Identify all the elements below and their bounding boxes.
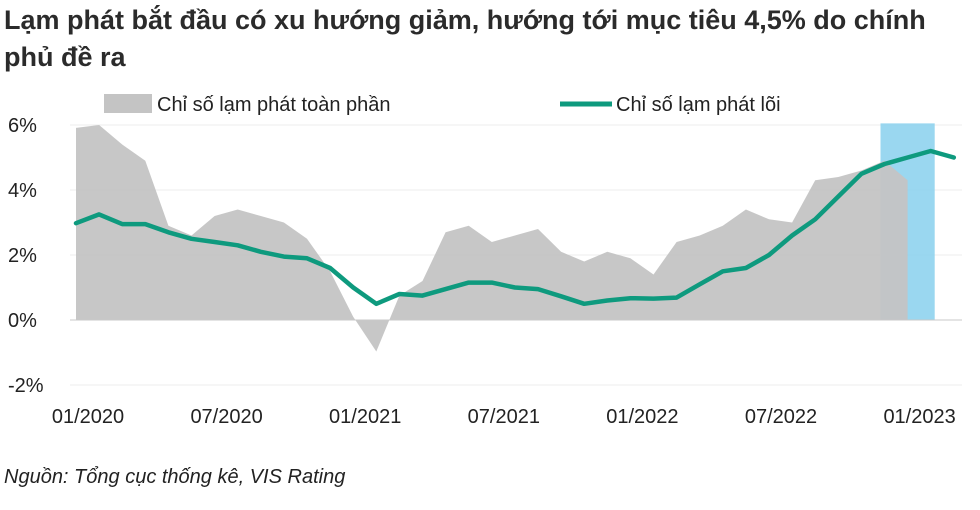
core-inflation-line	[73, 148, 957, 307]
x-tick-label: 01/2021	[329, 406, 401, 428]
y-tick-label: 0%	[8, 310, 37, 332]
y-tick-label: -2%	[8, 375, 44, 397]
x-tick-label: 07/2022	[745, 406, 817, 428]
x-tick-label: 07/2021	[468, 406, 540, 428]
x-tick-label: 01/2020	[52, 406, 124, 428]
legend-label-core: Chỉ số lạm phát lõi	[616, 94, 781, 116]
legend: Chỉ số lạm phát toàn phần Chỉ số lạm phá…	[104, 94, 781, 116]
legend-swatch-headline	[104, 94, 152, 113]
chart-title: Lạm phát bắt đầu có xu hướng giảm, hướng…	[4, 5, 926, 72]
legend-label-headline: Chỉ số lạm phát toàn phần	[157, 94, 391, 116]
x-tick-label: 01/2023	[883, 406, 955, 428]
y-tick-label: 6%	[8, 115, 37, 137]
x-tick-label: 01/2022	[606, 406, 678, 428]
source-note: Nguồn: Tổng cục thống kê, VIS Rating	[4, 466, 346, 488]
headline-inflation-area	[76, 125, 908, 352]
line-layer	[73, 148, 957, 307]
area-layer	[70, 125, 962, 352]
x-tick-label: 07/2020	[190, 406, 262, 428]
y-tick-label: 4%	[8, 180, 37, 202]
y-tick-label: 2%	[8, 245, 37, 267]
axis-layer: 6% 4% 2% 0% -2% 01/2020 07/2020 01/2021 07/2021 0…	[8, 115, 956, 428]
